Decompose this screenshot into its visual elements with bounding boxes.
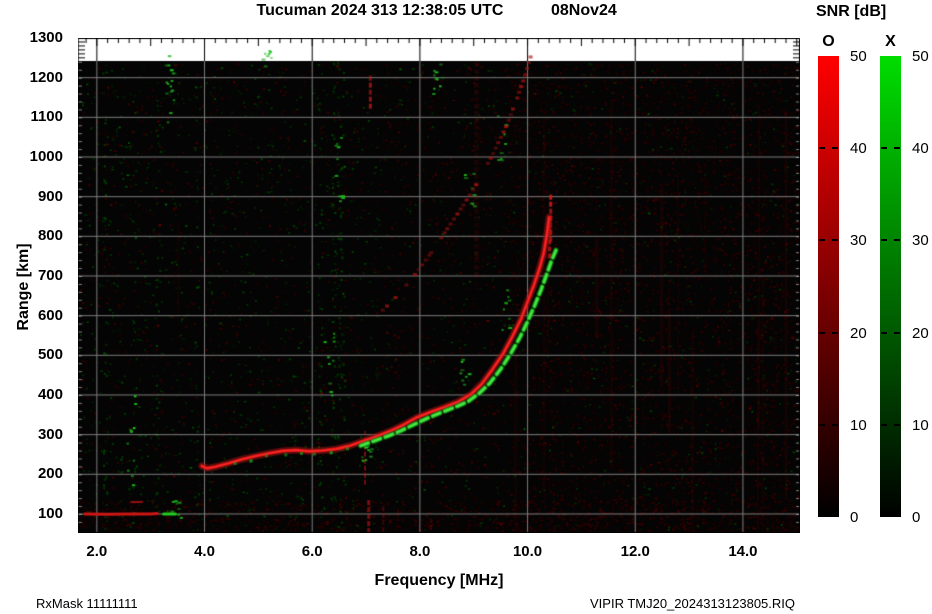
colorbar-dash-mark (881, 239, 887, 242)
x-tick-label: 2.0 (86, 543, 108, 560)
colorbar-tick-label: 40 (850, 140, 867, 158)
colorbar-tick-label: 30 (912, 232, 929, 250)
y-tick-label: 300 (37, 425, 63, 443)
x-mode-label: X (885, 33, 896, 50)
colorbar-tick-label: 40 (912, 140, 929, 158)
file-name-label: VIPIR TMJ20_2024313123805.RIQ (590, 596, 796, 611)
y-tick-label: 600 (37, 306, 63, 324)
x-axis-title: Frequency [MHz] (374, 572, 504, 589)
colorbar-dash-mark (881, 423, 887, 426)
colorbar-dash-mark (819, 331, 825, 334)
colorbar-tick-label: 50 (850, 48, 867, 65)
colorbar-tick-label: 20 (850, 324, 867, 342)
colorbar-tick-label: 50 (912, 48, 929, 65)
rx-mask-label: RxMask 11111111 (36, 596, 138, 611)
colorbar-dash-mark (832, 423, 838, 426)
y-tick-label: 1000 (29, 147, 63, 165)
y-tick-label: 200 (37, 465, 63, 483)
y-tick-label: 1200 (29, 68, 63, 86)
colorbar-dash-mark (832, 331, 838, 334)
colorbar-dash-mark (881, 147, 887, 150)
colorbar-dash-mark (894, 423, 900, 426)
colorbar-tick-label: 10 (912, 416, 929, 434)
colorbar-tick-label: 0 (850, 509, 859, 526)
y-tick-label: 100 (37, 504, 63, 522)
page-title: Tucuman 2024 313 12:38:05 UTC (256, 2, 504, 19)
y-tick-label: 900 (37, 187, 63, 205)
y-tick-label: 700 (37, 266, 63, 284)
colorbar-tick-label: 10 (850, 416, 867, 434)
colorbar-dash-mark (894, 331, 900, 334)
colorbar-title: SNR [dB] (816, 3, 887, 20)
colorbar-dash-mark (832, 239, 838, 242)
ionogram-plot-canvas (78, 38, 800, 533)
colorbar-dash-mark (819, 239, 825, 242)
colorbar-dash-mark (832, 147, 838, 150)
x-tick-label: 14.0 (728, 543, 758, 560)
colorbar-dash-mark (881, 331, 887, 334)
y-tick-label: 400 (37, 385, 63, 403)
colorbar-tick-label: 20 (912, 324, 929, 342)
x-tick-label: 8.0 (409, 543, 431, 560)
colorbar-dash-mark (894, 147, 900, 150)
colorbar-dash-mark (894, 239, 900, 242)
y-tick-label: 1100 (30, 108, 63, 126)
colorbar-dash-mark (819, 423, 825, 426)
x-tick-label: 12.0 (620, 543, 650, 560)
colorbar-dash-mark (819, 147, 825, 150)
title-date: 08Nov24 (551, 2, 617, 19)
x-tick-label: 6.0 (301, 543, 323, 560)
y-tick-label: 800 (37, 227, 63, 245)
y-tick-label: 500 (37, 346, 63, 364)
colorbar-tick-label: 0 (912, 509, 921, 526)
x-tick-label: 10.0 (512, 543, 543, 560)
x-tick-label: 4.0 (194, 543, 215, 560)
colorbar-tick-label: 30 (850, 232, 867, 250)
y-tick-label: 1300 (29, 29, 63, 46)
o-mode-label: O (822, 33, 835, 50)
x-mode-colorbar (880, 56, 901, 517)
o-mode-colorbar (818, 56, 839, 517)
